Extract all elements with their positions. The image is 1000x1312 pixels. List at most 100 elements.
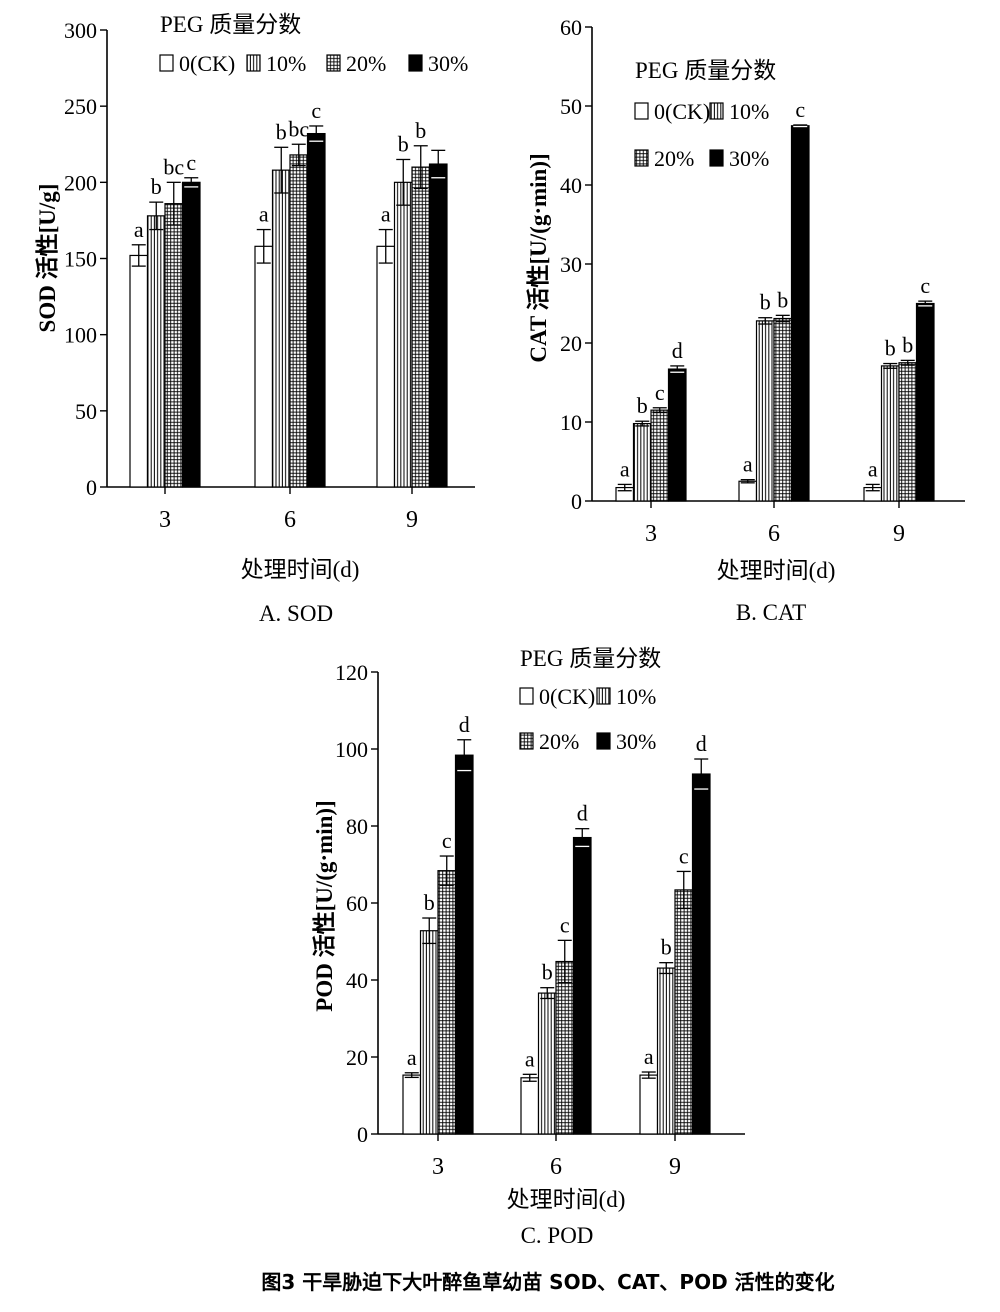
x-tick-label: 6 [768,521,780,547]
y-tick-label: 120 [335,660,368,685]
significance-letter: b [637,393,648,418]
legend-title: PEG 质量分数 [520,646,661,671]
significance-letter: a [407,1045,417,1070]
y-tick-label: 150 [64,247,97,272]
y-tick-label: 100 [64,323,97,348]
legend-label: 20% [539,729,579,754]
panel-title: C. POD [521,1223,594,1248]
y-tick-label: 50 [75,399,97,424]
significance-letter: bc [288,116,309,141]
significance-letter: b [415,118,426,143]
legend: PEG 质量分数 0(CK) 10% 20% 30% [634,58,776,171]
significance-letter: b [276,119,287,144]
significance-letter: c [920,273,930,298]
legend-label: 0(CK) [179,51,235,76]
y-tick-label: 0 [86,475,97,500]
panel-title: B. CAT [736,600,806,625]
bar-30% [667,368,687,502]
significance-letter: a [259,202,269,227]
significance-letter: c [442,828,452,853]
y-tick-label: 20 [560,331,582,356]
y-tick-label: 60 [346,891,368,916]
y-tick-label: 50 [560,94,582,119]
bar-30% [454,754,474,1135]
bar-30% [691,773,711,1135]
legend-label: 30% [616,729,656,754]
legend-label: 20% [346,51,386,76]
bar-0(CK) [639,1074,659,1135]
legend-swatch [159,54,174,72]
significance-letter: a [381,202,391,227]
bar-20% [674,889,694,1135]
significance-letter: a [868,456,878,481]
bar-20% [773,317,793,502]
legend: PEG 质量分数 0(CK) 10% 20% 30% [159,12,468,76]
x-tick-label: 3 [432,1154,444,1180]
x-tick-label: 3 [159,507,171,533]
bar-10% [419,930,439,1135]
bar-20% [411,166,431,488]
legend: PEG 质量分数 0(CK) 10% 20% 30% [519,646,661,754]
bar-20% [164,203,184,488]
significance-letter: b [542,960,553,985]
significance-letter: c [186,150,196,175]
y-tick-label: 250 [64,94,97,119]
bar-0(CK) [520,1077,540,1135]
y-tick-label: 60 [560,15,582,40]
significance-letter: b [398,131,409,156]
y-tick-label: 10 [560,410,582,435]
legend-label: 30% [729,146,769,171]
bar-10% [755,320,775,502]
bar-20% [289,154,309,488]
y-axis-title: POD 活性[U/(g·min)] [312,800,337,1011]
significance-letter: d [577,801,588,826]
bar-0(CK) [254,245,274,488]
bar-20% [898,362,918,502]
legend-swatch [596,687,611,705]
x-axis-title: 处理时间(d) [241,557,360,582]
significance-letter: c [655,380,665,405]
bar-30% [428,163,448,488]
legend-swatch [519,687,534,705]
figure-caption: 图3 干旱胁迫下大叶醉鱼草幼苗 SOD、CAT、POD 活性的变化 [261,1270,834,1294]
y-axis-title: CAT 活性[U/(g·min)] [526,153,551,362]
bar-30% [181,181,201,488]
legend-swatch [596,732,611,750]
significance-letter: b [902,332,913,357]
bar-30% [572,836,592,1135]
x-axis-title: 处理时间(d) [507,1187,626,1212]
bar-10% [537,992,557,1135]
legend-title: PEG 质量分数 [160,12,301,37]
y-tick-label: 100 [335,737,368,762]
legend-label: 30% [428,51,468,76]
x-tick-label: 9 [893,521,905,547]
legend-swatch [709,149,724,167]
bar-10% [393,181,413,488]
significance-letter: d [459,712,470,737]
legend-label: 10% [266,51,306,76]
bar-30% [306,132,326,488]
y-tick-label: 40 [346,968,368,993]
bar-0(CK) [402,1074,422,1135]
y-tick-label: 20 [346,1045,368,1070]
significance-letter: c [311,98,321,123]
legend-swatch [246,54,261,72]
legend-swatch [634,102,649,120]
legend-swatch [408,54,423,72]
significance-letter: d [672,338,683,363]
x-tick-label: 9 [406,507,418,533]
bar-0(CK) [376,245,396,488]
significance-letter: b [151,174,162,199]
bar-30% [915,302,935,502]
significance-letter: a [525,1046,535,1071]
significance-letter: b [424,890,435,915]
bar-10% [271,169,291,488]
significance-letter: bc [163,154,184,179]
y-tick-label: 0 [571,489,582,514]
significance-letter: c [560,912,570,937]
legend-swatch [326,54,341,72]
x-tick-label: 6 [550,1154,562,1180]
bar-10% [656,967,676,1135]
